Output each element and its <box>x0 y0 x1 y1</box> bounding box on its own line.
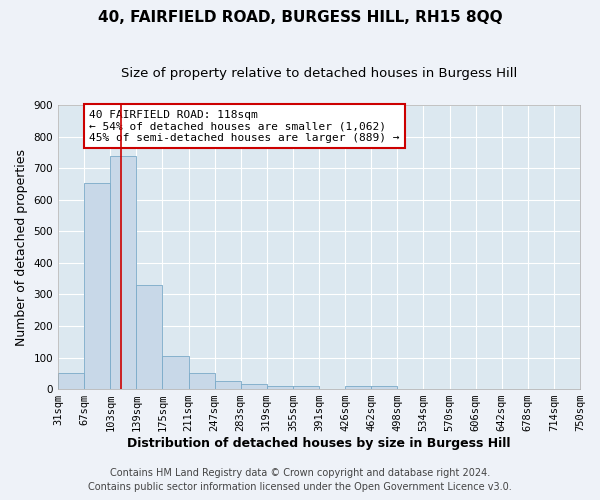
Text: Contains HM Land Registry data © Crown copyright and database right 2024.
Contai: Contains HM Land Registry data © Crown c… <box>88 468 512 492</box>
Text: 40, FAIRFIELD ROAD, BURGESS HILL, RH15 8QQ: 40, FAIRFIELD ROAD, BURGESS HILL, RH15 8… <box>98 10 502 25</box>
Bar <box>136 285 163 389</box>
Y-axis label: Number of detached properties: Number of detached properties <box>15 148 28 346</box>
Bar <box>241 384 267 389</box>
Bar <box>84 182 110 389</box>
Bar <box>58 374 84 389</box>
Bar <box>215 381 241 389</box>
Bar <box>267 386 293 389</box>
X-axis label: Distribution of detached houses by size in Burgess Hill: Distribution of detached houses by size … <box>127 437 511 450</box>
Bar <box>345 386 371 389</box>
Bar <box>293 386 319 389</box>
Bar <box>110 156 136 389</box>
Bar <box>188 372 215 389</box>
Title: Size of property relative to detached houses in Burgess Hill: Size of property relative to detached ho… <box>121 68 517 80</box>
Bar <box>371 386 397 389</box>
Bar <box>163 356 188 389</box>
Text: 40 FAIRFIELD ROAD: 118sqm
← 54% of detached houses are smaller (1,062)
45% of se: 40 FAIRFIELD ROAD: 118sqm ← 54% of detac… <box>89 110 400 142</box>
